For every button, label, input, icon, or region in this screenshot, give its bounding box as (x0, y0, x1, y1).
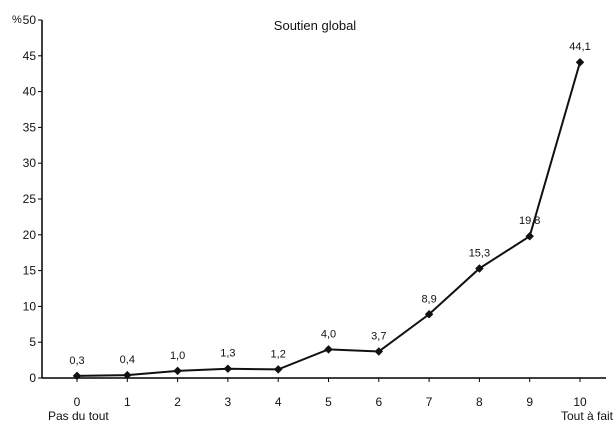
chart-title: Soutien global (274, 18, 357, 33)
data-label: 3,7 (371, 331, 386, 343)
y-tick-label: 40 (23, 85, 37, 99)
data-point (223, 364, 233, 373)
data-point (123, 370, 132, 380)
data-label: 0,4 (120, 354, 135, 366)
y-tick-label: 0 (29, 371, 36, 385)
x-tick-label: 9 (526, 395, 533, 409)
data-label: 0,3 (69, 355, 84, 367)
data-point (475, 264, 484, 273)
y-tick-label: 25 (23, 192, 37, 206)
data-label: 15,3 (469, 247, 490, 259)
x-tick-label: 4 (275, 395, 282, 409)
y-axis-unit: % (12, 14, 22, 26)
y-tick-label: 15 (23, 264, 37, 278)
x-tick-label: 2 (174, 395, 181, 409)
data-point (72, 371, 82, 381)
data-point (273, 365, 283, 374)
data-label: 8,9 (421, 293, 436, 305)
x-tick-label: 6 (375, 395, 382, 409)
data-label: 1,0 (170, 350, 185, 362)
x-tick-label: 8 (476, 395, 483, 409)
y-tick-label: 50 (23, 13, 37, 27)
data-label: 4,0 (321, 328, 336, 340)
x-tick-label: 0 (74, 395, 81, 409)
data-point (324, 345, 333, 354)
y-tick-label: 5 (29, 335, 36, 349)
x-tick-label: 7 (426, 395, 433, 409)
data-label: 44,1 (569, 41, 590, 53)
data-label: 1,3 (220, 348, 235, 360)
data-label: 19,8 (519, 215, 540, 227)
y-tick-label: 30 (23, 156, 37, 170)
x-end-label-left: Pas du tout (48, 409, 109, 423)
x-tick-label: 10 (573, 395, 587, 409)
data-label: 1,2 (271, 348, 286, 360)
data-point (575, 58, 585, 67)
y-tick-label: 45 (23, 49, 37, 63)
y-tick-label: 10 (23, 299, 37, 313)
x-end-label-right: Tout à fait (561, 409, 613, 423)
x-tick-label: 1 (124, 395, 131, 409)
y-tick-label: 35 (23, 120, 37, 134)
x-tick-label: 3 (225, 395, 232, 409)
data-point (424, 310, 434, 319)
data-point (173, 366, 182, 376)
data-point (374, 347, 384, 356)
x-tick-label: 5 (325, 395, 332, 409)
y-tick-label: 20 (23, 228, 37, 242)
